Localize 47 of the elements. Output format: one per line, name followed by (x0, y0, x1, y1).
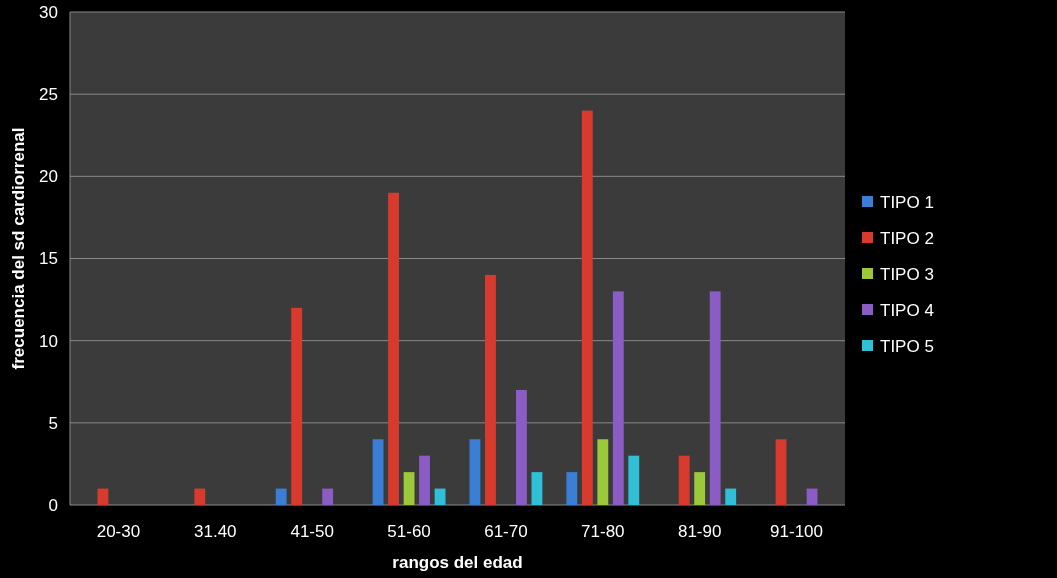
x-tick-label: 91-100 (770, 522, 824, 541)
bar (628, 455, 640, 505)
y-axis-title: frecuencia del sd cardiorrenal (9, 127, 28, 370)
bar (694, 472, 706, 505)
bar (403, 472, 415, 505)
y-tick-label: 0 (48, 495, 58, 515)
bar (612, 291, 624, 505)
legend-label: TIPO 2 (880, 228, 934, 248)
y-tick-label: 10 (39, 331, 58, 351)
y-tick-label: 25 (39, 85, 58, 105)
bar (322, 488, 334, 505)
bar (806, 488, 818, 505)
legend-label: TIPO 5 (880, 336, 934, 356)
x-tick-label: 51-60 (387, 522, 431, 541)
bar (485, 274, 496, 505)
x-axis-title: rangos del edad (392, 553, 523, 572)
x-tick-label: 20-30 (96, 522, 141, 541)
y-tick-label: 20 (39, 167, 58, 187)
bar (678, 455, 690, 505)
legend-label: TIPO 1 (880, 192, 934, 212)
y-tick-label: 15 (39, 249, 58, 269)
x-tick-label: 81-90 (677, 522, 722, 541)
bar (419, 455, 430, 505)
bar (531, 472, 543, 505)
bar (97, 488, 109, 505)
bar (566, 472, 578, 505)
bar (775, 439, 787, 505)
bar (581, 110, 593, 505)
bar (275, 488, 287, 505)
bar (434, 488, 446, 505)
y-tick-label: 30 (39, 2, 58, 22)
x-tick-label: 61-70 (484, 522, 528, 541)
bar (469, 439, 481, 505)
bar (291, 307, 303, 505)
bar (597, 439, 609, 505)
x-tick-label: 71-80 (581, 522, 625, 541)
bar (194, 488, 206, 505)
legend-label: TIPO 3 (880, 264, 934, 284)
y-tick-label: 5 (48, 413, 58, 433)
bar (372, 439, 384, 505)
bar (388, 192, 399, 505)
bar (725, 488, 737, 505)
x-tick-label: 41-50 (290, 522, 334, 541)
bar (516, 389, 527, 505)
bar (709, 291, 721, 505)
x-tick-label: 31.40 (194, 522, 237, 541)
legend-label: TIPO 4 (880, 300, 934, 320)
